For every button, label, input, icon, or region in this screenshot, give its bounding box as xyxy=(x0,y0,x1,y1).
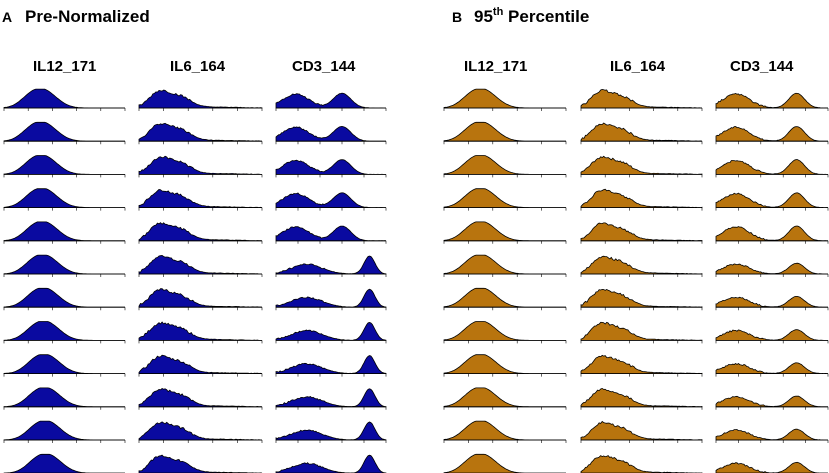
panel-b-title-sup: th xyxy=(493,6,504,18)
density-b-cd3_144-row-12 xyxy=(715,461,829,473)
density-a-cd3_144-row-1 xyxy=(275,92,386,109)
density-b-cd3_144-row-3 xyxy=(715,159,828,175)
density-a-il12_171-row-6 xyxy=(3,254,125,275)
density-a-il6_164-row-8 xyxy=(138,321,262,341)
density-a-cd3_144-row-2 xyxy=(275,125,387,142)
density-a-il12_171-row-9 xyxy=(3,354,125,374)
density-b-cd3_144-row-6 xyxy=(715,262,828,275)
density-a-il12_171-row-11 xyxy=(3,420,125,441)
panel-a-letter: A xyxy=(2,9,12,25)
density-a-il6_164-row-5 xyxy=(138,222,263,242)
density-b-il12_171-row-12 xyxy=(443,453,566,473)
col-title-b-il12: IL12_171 xyxy=(464,58,527,75)
panel-b-title-main: 95 xyxy=(474,7,493,26)
density-b-cd3_144-row-10 xyxy=(715,395,828,408)
col-title-a-il12: IL12_171 xyxy=(33,58,96,75)
col-title-a-il6: IL6_164 xyxy=(170,58,226,75)
density-b-il6_164-row-3 xyxy=(580,155,703,175)
col-title-a-cd3: CD3_144 xyxy=(292,58,356,75)
figure-headers: A Pre-Normalized B 95th Percentile IL12_… xyxy=(2,6,794,75)
density-a-il6_164-row-3 xyxy=(138,155,262,175)
panel-b-title-rest: Percentile xyxy=(503,7,589,26)
density-b-il6_164-row-5 xyxy=(580,222,703,242)
density-a-il6_164-row-1 xyxy=(138,89,263,109)
density-a-cd3_144-row-11 xyxy=(275,421,387,441)
density-a-il6_164-row-2 xyxy=(138,122,263,142)
density-a-il12_171-row-2 xyxy=(3,121,125,142)
density-b-il6_164-row-7 xyxy=(580,288,703,308)
density-a-il6_164-row-12 xyxy=(138,454,263,473)
density-b-il6_164-row-9 xyxy=(580,354,703,374)
density-b-cd3_144-row-1 xyxy=(715,92,829,109)
density-b-il6_164-row-8 xyxy=(580,321,703,341)
density-b-il12_171-row-4 xyxy=(443,188,566,208)
density-a-il12_171-row-8 xyxy=(3,321,125,341)
density-a-cd3_144-row-7 xyxy=(275,288,387,308)
panel-b-title: 95th Percentile xyxy=(474,6,589,26)
density-a-il6_164-row-4 xyxy=(138,188,263,209)
density-b-cd3_144-row-9 xyxy=(715,362,829,375)
density-b-il12_171-row-8 xyxy=(443,321,566,341)
density-b-cd3_144-row-4 xyxy=(715,192,829,208)
density-b-il6_164-row-12 xyxy=(580,455,703,473)
density-plots xyxy=(3,88,829,473)
density-b-il12_171-row-11 xyxy=(443,420,566,441)
col-title-b-cd3: CD3_144 xyxy=(730,58,794,75)
density-a-cd3_144-row-6 xyxy=(275,255,387,275)
density-a-il12_171-row-10 xyxy=(3,387,125,408)
density-b-cd3_144-row-8 xyxy=(715,329,828,341)
density-b-cd3_144-row-7 xyxy=(715,296,829,308)
density-a-cd3_144-row-4 xyxy=(275,192,386,208)
density-b-cd3_144-row-2 xyxy=(715,126,828,142)
density-b-il12_171-row-9 xyxy=(443,354,566,374)
panel-b-letter: B xyxy=(452,9,462,25)
density-a-cd3_144-row-9 xyxy=(275,355,387,374)
density-b-cd3_144-row-11 xyxy=(715,428,828,441)
density-b-il6_164-row-4 xyxy=(580,188,703,209)
density-a-il12_171-row-12 xyxy=(3,453,125,473)
density-b-il12_171-row-3 xyxy=(443,155,566,175)
density-a-cd3_144-row-3 xyxy=(275,159,386,175)
density-a-il6_164-row-11 xyxy=(138,421,262,441)
col-title-b-il6: IL6_164 xyxy=(610,58,666,75)
density-b-il12_171-row-2 xyxy=(443,121,566,142)
density-b-il12_171-row-7 xyxy=(443,287,566,308)
density-a-il12_171-row-7 xyxy=(3,287,125,308)
density-a-il6_164-row-9 xyxy=(138,354,263,374)
density-a-il12_171-row-1 xyxy=(3,88,125,109)
panel-a-title: Pre-Normalized xyxy=(25,7,150,26)
density-b-il12_171-row-6 xyxy=(443,254,566,275)
density-b-il6_164-row-6 xyxy=(580,255,703,275)
density-b-cd3_144-row-5 xyxy=(715,225,828,242)
density-b-il6_164-row-11 xyxy=(580,420,703,441)
density-a-il6_164-row-6 xyxy=(138,254,262,275)
density-a-cd3_144-row-10 xyxy=(275,388,387,408)
density-a-il12_171-row-4 xyxy=(3,188,125,208)
density-b-il12_171-row-10 xyxy=(443,387,566,408)
density-a-cd3_144-row-8 xyxy=(275,321,387,341)
density-a-cd3_144-row-12 xyxy=(275,454,387,473)
density-a-il12_171-row-3 xyxy=(3,155,125,175)
density-a-il6_164-row-7 xyxy=(138,288,263,308)
density-b-il12_171-row-1 xyxy=(443,88,566,109)
density-a-cd3_144-row-5 xyxy=(275,225,387,242)
density-b-il6_164-row-10 xyxy=(580,387,703,408)
density-b-il6_164-row-1 xyxy=(580,88,703,109)
density-a-il6_164-row-10 xyxy=(138,388,263,408)
density-a-il12_171-row-5 xyxy=(3,221,125,242)
density-b-il12_171-row-5 xyxy=(443,221,566,242)
density-b-il6_164-row-2 xyxy=(580,122,703,142)
